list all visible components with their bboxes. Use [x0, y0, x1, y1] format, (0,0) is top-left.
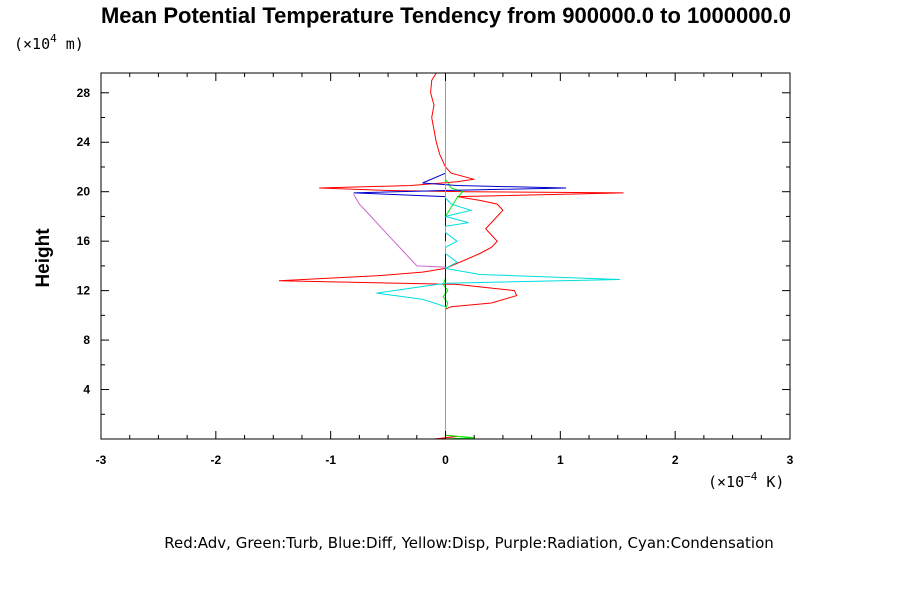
y-tick-label: 20	[77, 185, 91, 199]
series-line-condensation	[376, 73, 621, 439]
x-tick-label: 0	[442, 453, 449, 467]
x-tick-label: -1	[325, 453, 336, 467]
series-line-diff	[353, 142, 567, 310]
y-tick-label: 8	[83, 333, 90, 347]
x-tick-label: 1	[557, 453, 564, 467]
legend: Red:Adv, Green:Turb, Blue:Diff, Yellow:D…	[164, 534, 774, 552]
y-axis-label: Height	[33, 228, 54, 288]
series-line-turb	[442, 179, 475, 440]
x-axis-unit: (×10−4 K)	[708, 470, 784, 491]
y-tick-label: 16	[77, 234, 91, 248]
y-axis-unit: (×104 m)	[14, 32, 84, 53]
x-tick-label: -3	[96, 453, 107, 467]
y-tick-label: 12	[77, 284, 91, 298]
y-tick-label: 24	[77, 135, 91, 149]
x-tick-label: 3	[787, 453, 794, 467]
series-layer	[278, 72, 624, 440]
x-tick-label: 2	[672, 453, 679, 467]
chart-title: Mean Potential Temperature Tendency from…	[101, 3, 791, 28]
series-line-radiation	[353, 193, 446, 268]
y-tick-label: 4	[83, 383, 90, 397]
series-line-adv	[278, 72, 624, 440]
x-tick-label: -2	[210, 453, 221, 467]
y-tick-label: 28	[77, 86, 91, 100]
